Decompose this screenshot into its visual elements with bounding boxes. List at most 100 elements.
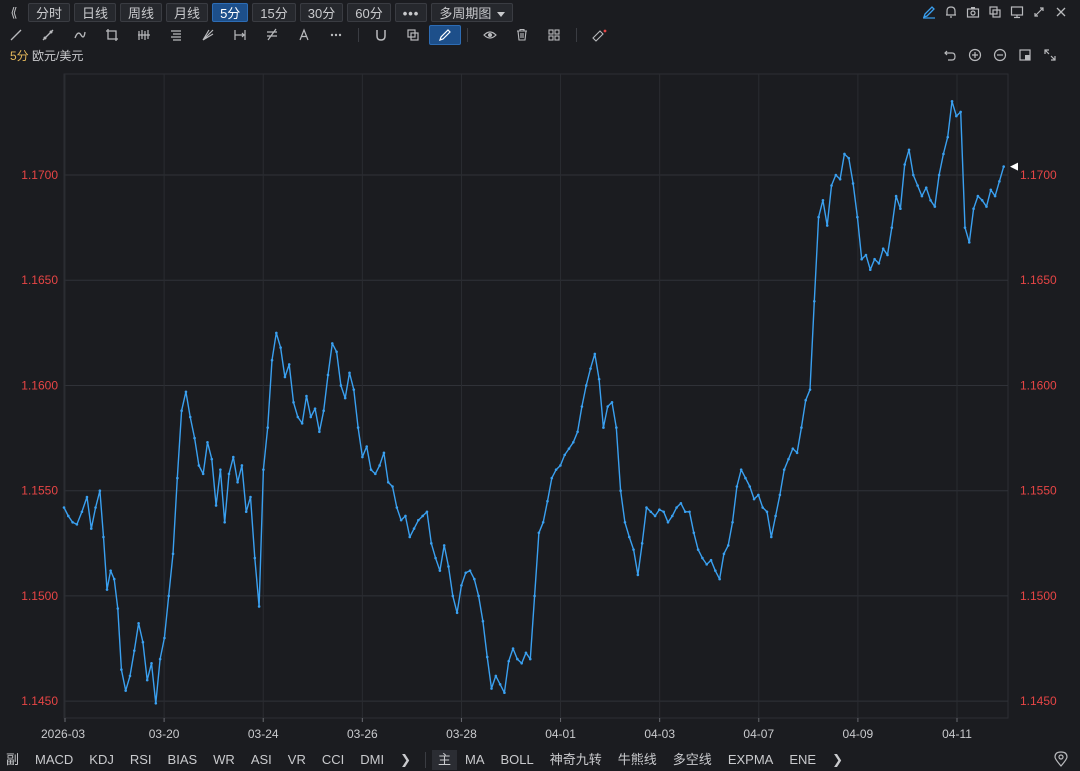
price-point — [503, 691, 506, 695]
indicator-dmi[interactable]: DMI — [360, 752, 385, 767]
gann-tool-icon[interactable] — [256, 25, 288, 45]
price-point — [425, 510, 429, 514]
price-point — [105, 588, 109, 591]
period-button-daily[interactable]: 日线 — [74, 2, 117, 22]
price-point — [296, 415, 300, 419]
indicator-bull-bear[interactable]: 牛熊线 — [617, 752, 657, 767]
crop-tool-icon[interactable] — [96, 25, 128, 45]
more-tools-icon[interactable] — [320, 25, 352, 45]
grid-tool-icon[interactable] — [538, 25, 570, 45]
x-tick-label: 04-01 — [545, 727, 576, 741]
price-point — [976, 194, 980, 198]
trash-icon[interactable] — [506, 25, 538, 45]
price-point — [929, 198, 932, 202]
more-periods-button[interactable]: ••• — [394, 2, 428, 22]
price-point — [692, 531, 696, 535]
indicator-asi[interactable]: ASI — [250, 752, 272, 767]
price-point — [180, 409, 183, 413]
price-point — [950, 100, 954, 103]
magnet-tool-icon[interactable] — [365, 25, 397, 45]
price-point — [197, 464, 201, 467]
period-button-15min[interactable]: 15分 — [252, 2, 296, 22]
text-tool-icon[interactable] — [288, 25, 320, 45]
indicator-long-short[interactable]: 多空线 — [672, 752, 712, 767]
main-indicator-tag[interactable]: 主 — [432, 750, 458, 770]
indicator-rsi[interactable]: RSI — [129, 752, 152, 767]
copy-icon[interactable] — [984, 3, 1006, 21]
price-point — [253, 556, 257, 560]
indicator-expma[interactable]: EXPMA — [727, 752, 774, 767]
y-tick-label-right: 1.1500 — [1020, 589, 1057, 603]
zoom-out-icon[interactable] — [987, 46, 1012, 64]
period-button-monthly[interactable]: 月线 — [166, 2, 209, 22]
indicator-ma[interactable]: MA — [465, 752, 485, 767]
price-chart[interactable]: 1.1700 1.1700 1.1650 1.1650 1.1600 1.1600 1.15… — [0, 66, 1080, 746]
period-button-intraday[interactable]: 分时 — [28, 2, 71, 22]
line-tool-icon[interactable] — [0, 25, 32, 45]
price-point — [62, 506, 66, 509]
caret-down-icon — [497, 11, 506, 17]
range-tool-icon[interactable] — [224, 25, 256, 45]
price-point — [356, 426, 360, 429]
collapse-panel-icon[interactable]: ⟪ — [10, 4, 18, 20]
scroll-right-icon[interactable]: ❯ — [400, 752, 411, 767]
close-icon[interactable] — [1050, 3, 1072, 21]
period-button-30min[interactable]: 30分 — [299, 2, 344, 22]
channel-tool-icon[interactable] — [64, 25, 96, 45]
period-button-5min[interactable]: 5分 — [212, 2, 249, 22]
ray-tool-icon[interactable] — [32, 25, 64, 45]
toolbar-divider — [358, 28, 359, 42]
price-point — [813, 299, 816, 303]
indicator-cci[interactable]: CCI — [321, 752, 345, 767]
undo-icon[interactable] — [937, 46, 962, 64]
price-point — [429, 542, 433, 545]
monitor-icon[interactable] — [1006, 3, 1028, 21]
indicator-magic-nine[interactable]: 神奇九转 — [549, 752, 602, 767]
indicator-bias[interactable]: BIAS — [167, 752, 198, 767]
price-point — [627, 535, 631, 539]
indicator-boll[interactable]: BOLL — [500, 752, 534, 767]
indicator-wr[interactable]: WR — [213, 752, 235, 767]
sub-indicator-tag[interactable]: 副 — [6, 752, 20, 767]
fib-tool-icon[interactable] — [160, 25, 192, 45]
price-point — [520, 661, 523, 665]
price-point — [361, 455, 364, 459]
indicator-ene[interactable]: ENE — [789, 752, 817, 767]
chart-area[interactable]: 1.1700 1.1700 1.1650 1.1650 1.1600 1.1600 1.15… — [0, 66, 1080, 746]
price-point — [967, 241, 971, 244]
eye-icon[interactable] — [474, 25, 506, 45]
fullscreen-icon[interactable] — [1028, 3, 1050, 21]
location-pin-icon[interactable] — [1052, 749, 1070, 769]
price-point — [714, 569, 717, 572]
price-point — [305, 394, 308, 398]
pencil-tool-icon[interactable] — [429, 25, 461, 45]
zoom-in-icon[interactable] — [962, 46, 987, 64]
y-tick-label-right: 1.1700 — [1020, 168, 1057, 182]
y-tick-label-left: 1.1450 — [21, 694, 58, 708]
price-point — [546, 499, 549, 503]
period-button-weekly[interactable]: 周线 — [120, 2, 163, 22]
indicator-vr[interactable]: VR — [287, 752, 306, 767]
ruler-tool-icon[interactable] — [583, 25, 615, 45]
price-point — [666, 520, 670, 524]
multi-period-dropdown[interactable]: 多周期图 — [431, 2, 514, 22]
price-point — [447, 565, 450, 568]
period-button-60min[interactable]: 60分 — [347, 2, 391, 22]
x-tick-label: 04-07 — [743, 727, 774, 741]
price-point — [606, 405, 610, 408]
price-point — [477, 594, 480, 598]
price-point — [132, 649, 136, 652]
indicator-macd[interactable]: MACD — [35, 752, 74, 767]
pencil-icon[interactable] — [918, 3, 940, 21]
scroll-right-icon[interactable]: ❯ — [832, 752, 843, 767]
layout-icon[interactable] — [1012, 46, 1037, 64]
expand-icon[interactable] — [1037, 46, 1062, 64]
camera-icon[interactable] — [962, 3, 984, 21]
fan-tool-icon[interactable] — [192, 25, 224, 45]
layer-tool-icon[interactable] — [397, 25, 429, 45]
bell-icon[interactable] — [940, 3, 962, 21]
symbol-period: 5分 — [10, 49, 29, 63]
bars-tool-icon[interactable] — [128, 25, 160, 45]
price-point — [847, 156, 851, 160]
indicator-kdj[interactable]: KDJ — [89, 752, 114, 767]
